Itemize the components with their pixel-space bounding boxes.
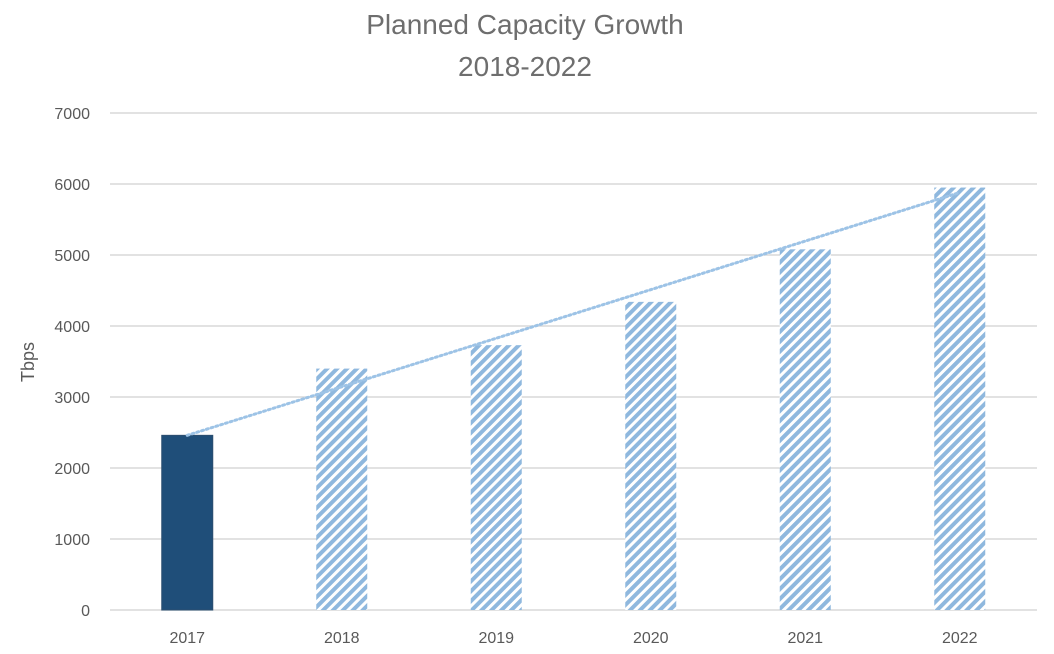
chart-title: Planned Capacity Growth bbox=[366, 9, 684, 40]
bars bbox=[161, 187, 986, 611]
x-tick-label: 2020 bbox=[633, 630, 669, 647]
x-tick-label: 2019 bbox=[478, 630, 514, 647]
y-tick-label: 1000 bbox=[54, 532, 90, 549]
trendline-group bbox=[185, 191, 962, 437]
x-tick-label: 2018 bbox=[324, 630, 360, 647]
x-tick-labels: 2017 2018 2019 2020 2021 2022 bbox=[169, 630, 977, 647]
bar-2022 bbox=[934, 187, 986, 611]
x-tick-label: 2021 bbox=[787, 630, 823, 647]
y-tick-labels: 0 1000 2000 3000 4000 5000 6000 7000 bbox=[54, 106, 90, 620]
trendline bbox=[185, 191, 962, 437]
y-tick-label: 2000 bbox=[54, 461, 90, 478]
y-tick-label: 7000 bbox=[54, 106, 90, 123]
bar-2017 bbox=[161, 434, 214, 611]
y-tick-label: 5000 bbox=[54, 248, 90, 265]
chart-subtitle: 2018-2022 bbox=[458, 51, 592, 82]
y-tick-label: 0 bbox=[81, 603, 90, 620]
y-axis-label: Tbps bbox=[18, 342, 38, 382]
bar-2020 bbox=[625, 301, 677, 610]
x-tick-label: 2017 bbox=[169, 630, 205, 647]
gridlines bbox=[110, 112, 1037, 611]
bar-2018 bbox=[316, 368, 368, 610]
y-tick-label: 3000 bbox=[54, 390, 90, 407]
y-tick-label: 6000 bbox=[54, 177, 90, 194]
bar-2019 bbox=[470, 345, 522, 610]
y-tick-label: 4000 bbox=[54, 319, 90, 336]
x-tick-label: 2022 bbox=[942, 630, 978, 647]
bar-2021 bbox=[779, 249, 831, 610]
